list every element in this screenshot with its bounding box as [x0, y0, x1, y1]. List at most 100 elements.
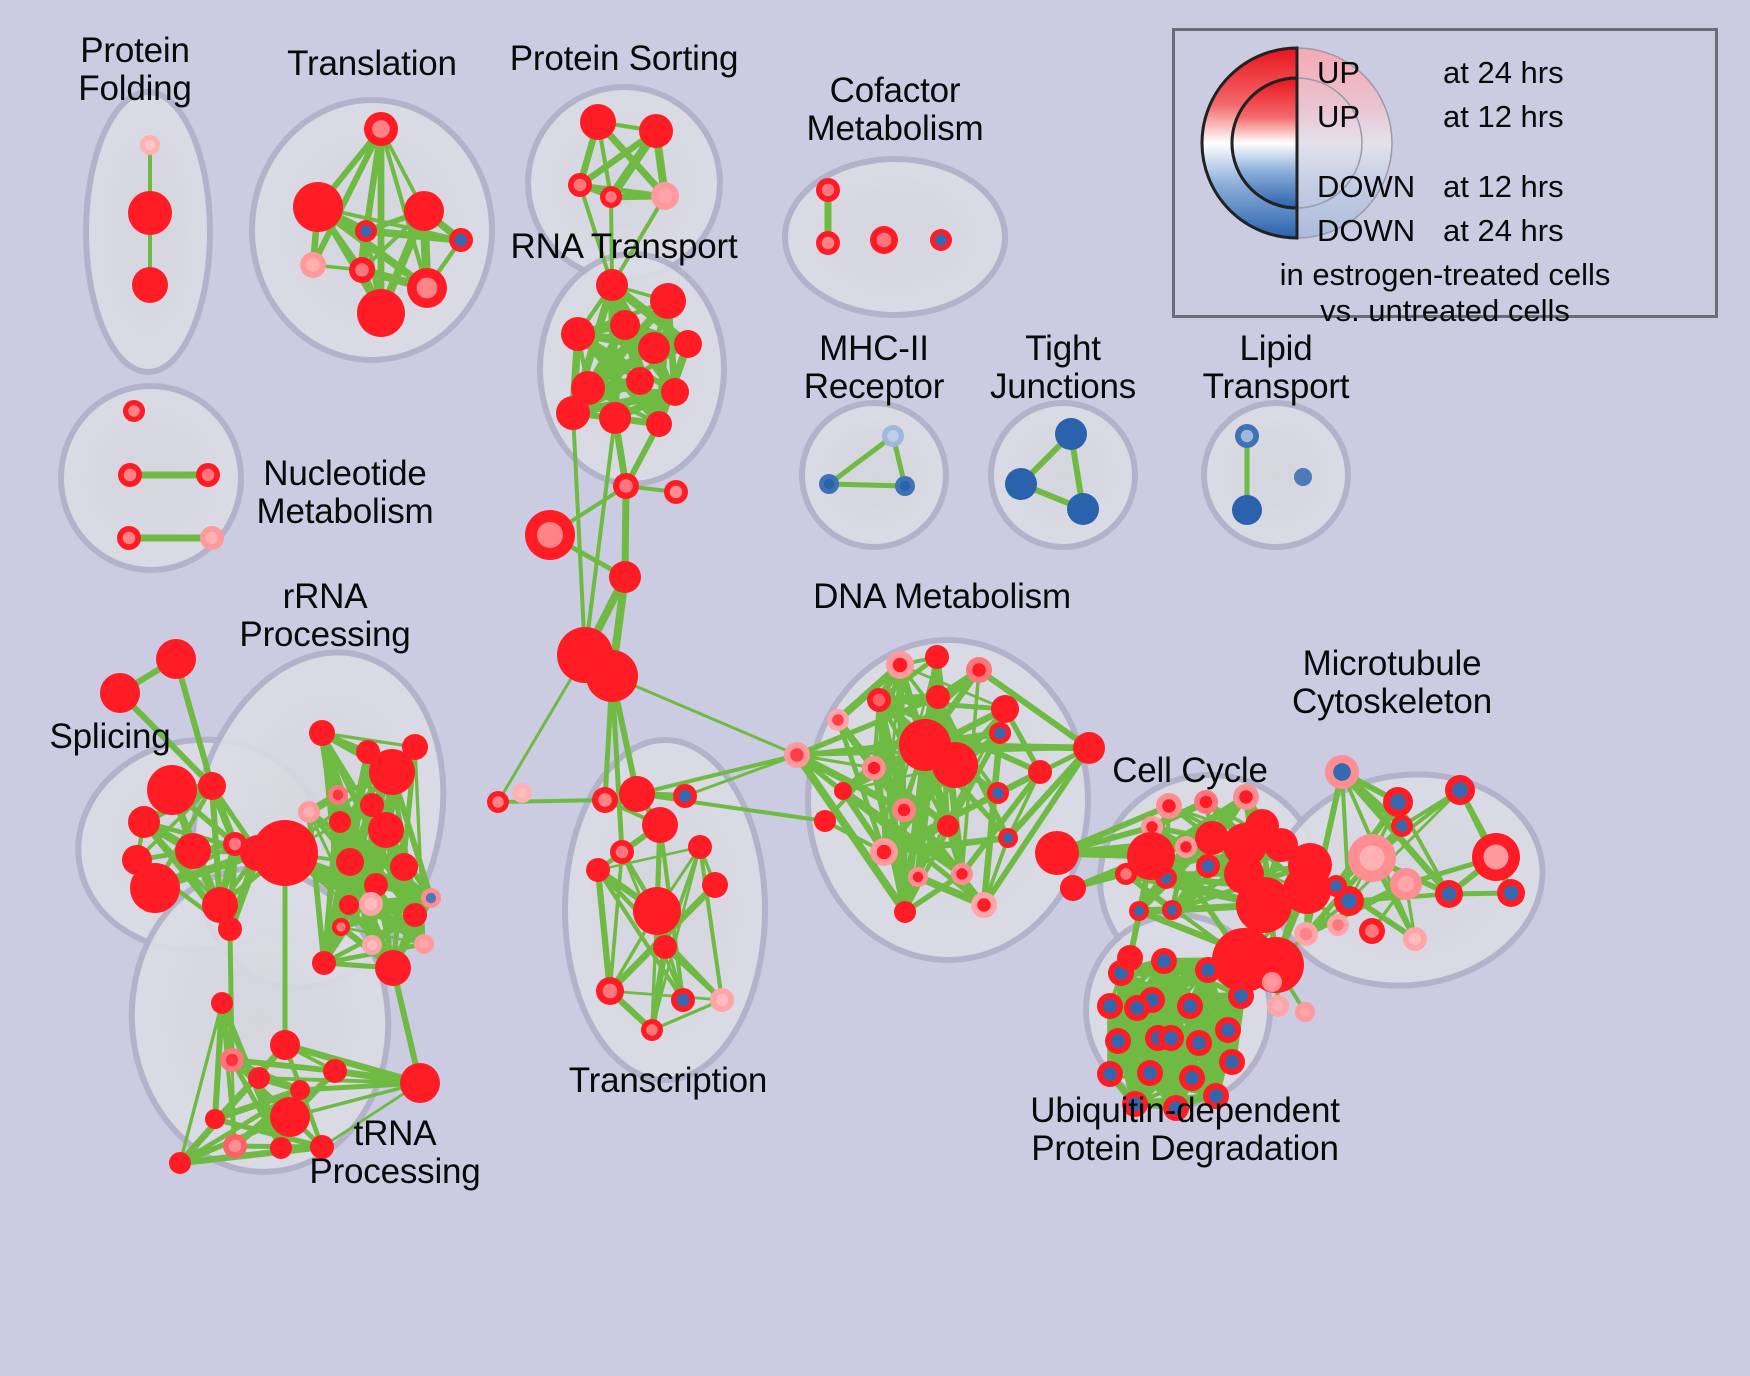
node-cofactor — [816, 178, 840, 202]
node-transcription — [512, 783, 532, 803]
node-ubiquitin — [1105, 1028, 1131, 1054]
node-ubiquitin — [1158, 1025, 1184, 1051]
node-mhcii — [882, 425, 904, 447]
node-microtubule — [1325, 755, 1359, 789]
node-dna-metabolism — [784, 742, 810, 768]
node-dna-metabolism — [1028, 760, 1052, 784]
legend-direction-3: DOWN — [1317, 213, 1416, 248]
node-ubiquitin — [1179, 1065, 1205, 1091]
node-ubiquitin — [1163, 1095, 1189, 1121]
node-trna — [205, 1109, 225, 1129]
node-cell-cycle — [1233, 784, 1259, 810]
node-dna-metabolism — [886, 651, 914, 679]
node-cofactor — [816, 231, 840, 255]
node-microtubule — [1327, 914, 1349, 936]
node-translation — [449, 228, 473, 252]
node-cell-cycle — [1162, 900, 1182, 920]
cluster-label-dna-metabolism: DNA Metabolism — [813, 577, 1071, 616]
node-splicing — [175, 833, 211, 869]
node-dna-metabolism — [908, 867, 928, 887]
network-edge — [826, 433, 896, 487]
cluster-label-rrna-processing: rRNA Processing — [239, 577, 411, 654]
cluster-label-cofactor-metabolism: Cofactor Metabolism — [806, 71, 984, 148]
node-dna-metabolism — [1035, 831, 1079, 875]
node-protein-sorting — [580, 104, 616, 140]
node-trna — [211, 992, 233, 1014]
legend-direction-2: DOWN — [1317, 169, 1416, 204]
legend-time-3: at 24 hrs — [1443, 213, 1564, 248]
node-splicing — [128, 806, 160, 838]
network-edge — [338, 820, 433, 900]
network-edge — [288, 1081, 422, 1119]
legend-footer-line-2: vs. untreated cells — [1320, 293, 1570, 328]
node-spine — [613, 473, 639, 499]
node-transcription — [633, 887, 681, 935]
node-bridge — [814, 810, 836, 832]
cluster-label-protein-folding: Protein Folding — [78, 31, 192, 108]
node-translation — [355, 220, 377, 242]
node-mhcii — [895, 476, 915, 496]
node-nucleotide — [196, 463, 220, 487]
node-dna-metabolism — [989, 722, 1011, 744]
node-translation — [357, 289, 405, 337]
legend-direction-1: UP — [1317, 99, 1361, 134]
node-rna-transport — [556, 396, 590, 430]
node-rna-transport — [646, 411, 672, 437]
network-edge — [793, 751, 908, 814]
node-spine — [609, 561, 641, 593]
node-ubiquitin — [1097, 993, 1123, 1019]
node-cell-cycle — [1156, 793, 1182, 819]
node-dna-metabolism — [937, 815, 959, 837]
node-ubiquitin — [1215, 1017, 1241, 1043]
node-trna — [270, 1030, 300, 1060]
network-edge — [320, 731, 417, 749]
cluster-label-nucleotide-metabolism: Nucleotide Metabolism — [256, 454, 434, 531]
network-nodes — [100, 104, 1525, 1174]
node-tight-junction — [1067, 493, 1099, 525]
node-bridge — [1262, 972, 1282, 992]
node-dna-metabolism — [1060, 875, 1086, 901]
node-splicing — [198, 772, 226, 800]
network-edge — [902, 808, 907, 914]
network-edge — [578, 183, 614, 287]
node-transcription — [710, 988, 734, 1012]
node-lipid — [1235, 424, 1259, 448]
node-rna-transport — [626, 367, 654, 395]
node-dna-metabolism — [971, 892, 997, 918]
node-bridge — [1295, 1002, 1315, 1022]
node-nucleotide — [117, 526, 141, 550]
node-transcription — [586, 858, 610, 882]
node-trna — [220, 1048, 244, 1072]
network-edge — [227, 926, 235, 1063]
network-edge — [211, 1086, 304, 1123]
cluster-blob-tight-junctions — [988, 400, 1138, 550]
network-edge — [176, 1143, 326, 1167]
node-dna-metabolism — [862, 756, 886, 780]
node-microtubule — [1435, 880, 1463, 908]
node-dna-metabolism — [834, 782, 852, 800]
network-edge — [1133, 1004, 1180, 1112]
network-edge — [595, 867, 686, 1003]
node-microtubule — [1383, 787, 1413, 817]
node-rrna — [328, 785, 348, 805]
node-bridge — [1117, 945, 1143, 971]
network-edge — [980, 729, 1004, 909]
node-ubiquitin — [1137, 1060, 1163, 1086]
node-ubiquitin — [1219, 1049, 1245, 1075]
network-edge — [635, 792, 827, 823]
network-edge — [635, 753, 799, 796]
node-dna-metabolism — [926, 685, 950, 709]
node-transcription — [671, 988, 695, 1012]
node-rrna — [359, 892, 383, 916]
node-dna-metabolism — [987, 782, 1009, 804]
node-cell-cycle — [1194, 790, 1218, 814]
network-edge — [378, 126, 430, 291]
network-edge — [870, 764, 952, 830]
node-cell-cycle — [1175, 836, 1197, 858]
node-rrna — [369, 749, 415, 795]
node-splicing — [202, 887, 238, 923]
node-protein-sorting — [651, 182, 679, 210]
network-edge — [609, 673, 625, 855]
node-microtubule — [1497, 879, 1525, 907]
node-microtubule — [1359, 918, 1385, 944]
